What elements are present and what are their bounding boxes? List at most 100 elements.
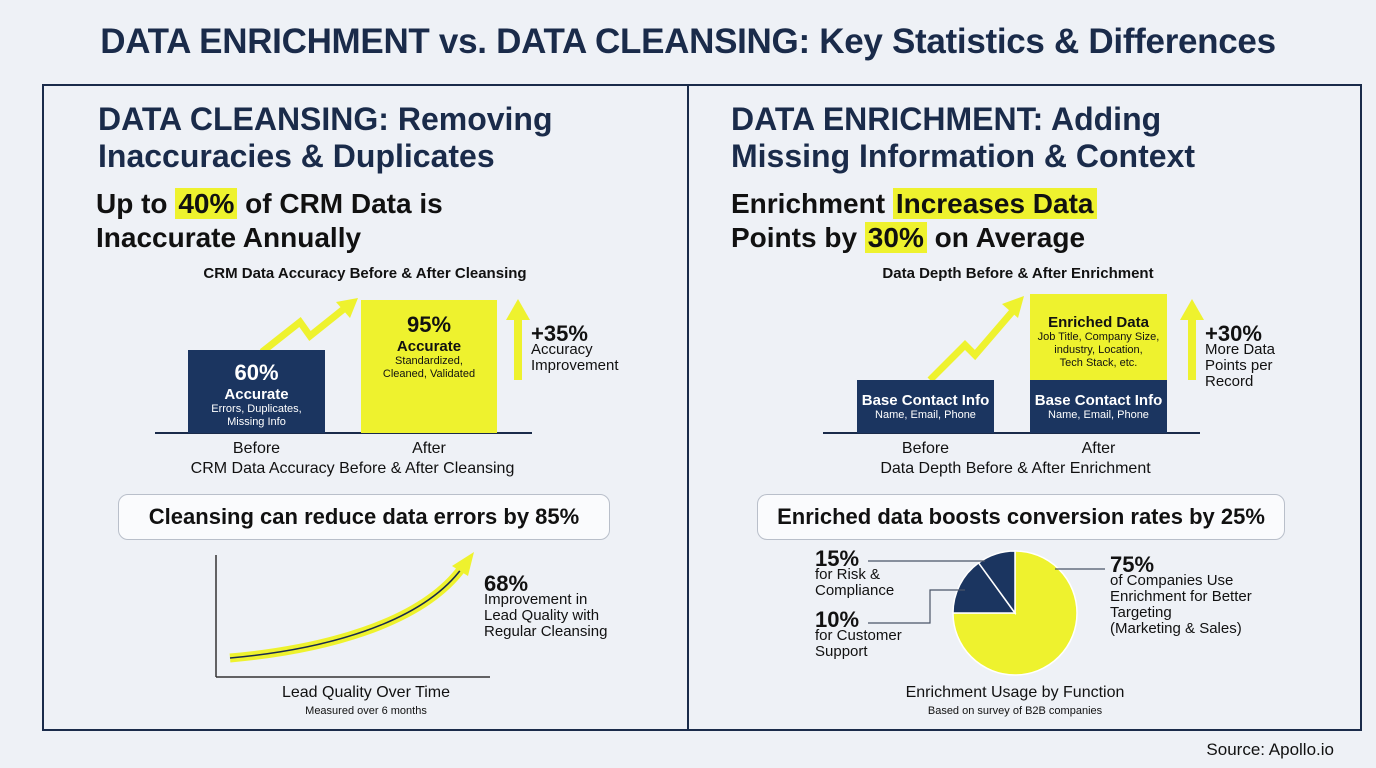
stat-text: Improvement in xyxy=(484,591,588,608)
slice-text: for Risk & xyxy=(815,566,881,583)
slice-text: (Marketing & Sales) xyxy=(1110,620,1242,637)
bar-before-cleansing: 60% Accurate Errors, Duplicates, Missing… xyxy=(188,350,325,433)
chart-title: CRM Data Accuracy Before & After Cleansi… xyxy=(203,265,527,282)
highlight: Increases Data xyxy=(892,188,1097,219)
source-text: Source: Apollo.io xyxy=(1206,740,1334,759)
accuracy-improvement-stat: +35% Accuracy Improvement xyxy=(531,321,619,374)
x-tick-after: After xyxy=(412,440,446,457)
bar-detail: Name, Email, Phone xyxy=(875,409,976,421)
slice-text: Support xyxy=(815,643,868,660)
text: Enrichment xyxy=(731,188,893,219)
slice-text: of Companies Use xyxy=(1110,572,1234,589)
bar-detail: Tech Stack, etc. xyxy=(1059,357,1138,369)
slice-value: 75% xyxy=(1110,552,1155,577)
heading-line: DATA ENRICHMENT: Adding xyxy=(731,101,1162,137)
heading-line: DATA CLEANSING: Removing xyxy=(98,101,553,137)
text: on Average xyxy=(926,222,1086,253)
enrichment-callout: Enriched data boosts conversion rates by… xyxy=(757,494,1285,540)
highlight: 40% xyxy=(175,188,238,219)
up-arrow-shaft-left xyxy=(514,318,522,380)
stat-text: Record xyxy=(1205,373,1254,390)
x-tick-after: After xyxy=(1081,440,1116,457)
slice-text: Targeting xyxy=(1110,604,1172,621)
bar-label: Enriched Data xyxy=(1048,314,1149,331)
cleansing-heading: DATA CLEANSING: Removing Inaccuracies & … xyxy=(98,101,553,175)
line-chart-title: Lead Quality Over Time xyxy=(281,684,451,701)
heading-line: Missing Information & Context xyxy=(731,138,1195,174)
bar-before-enrichment: Base Contact Info Name, Email, Phone xyxy=(857,380,994,433)
bar-after-base-segment: Base Contact Info Name, Email, Phone xyxy=(1030,380,1167,433)
pie-label-10: 10% for Customer Support xyxy=(815,607,902,660)
zigzag-arrow-left xyxy=(259,305,348,355)
trend-line-glow xyxy=(229,565,466,663)
up-arrow-shaft-right xyxy=(1188,318,1196,380)
chart-title: Data Depth Before & After Enrichment xyxy=(882,265,1154,282)
stat-text: Lead Quality with xyxy=(484,607,600,624)
bar-detail: Errors, Duplicates, xyxy=(211,403,302,415)
lead-quality-stat: 68% Improvement in Lead Quality with Reg… xyxy=(484,571,608,640)
chart-caption: Data Depth Before & After Enrichment xyxy=(880,460,1151,477)
highlight: 30% xyxy=(864,222,927,253)
bar-value: 95% xyxy=(406,312,452,337)
text: Up to xyxy=(96,188,176,219)
stat-value: +30% xyxy=(1205,321,1262,346)
trend-line xyxy=(229,567,463,659)
pie-subtitle: Based on survey of B2B companies xyxy=(927,705,1103,717)
panel-divider xyxy=(687,84,689,731)
stat-text: More Data xyxy=(1205,341,1276,358)
stat-value: 68% xyxy=(484,571,529,596)
zigzag-arrow-right xyxy=(927,309,1015,383)
cleansing-callout: Cleansing can reduce data errors by 85% xyxy=(118,494,610,540)
pie-label-15: 15% for Risk & Compliance xyxy=(815,546,895,599)
slice-text: for Customer xyxy=(815,627,902,644)
text: Points by xyxy=(731,222,865,253)
bar-label: Base Contact Info xyxy=(1034,392,1163,409)
x-tick-before: Before xyxy=(232,440,281,457)
bar-detail: Name, Email, Phone xyxy=(1048,409,1149,421)
bar-after-cleansing: 95% Accurate Standardized, Cleaned, Vali… xyxy=(361,300,497,433)
trend-arrowhead xyxy=(452,552,474,576)
pie-chart xyxy=(952,550,1078,676)
pie-slice-10 xyxy=(977,550,1016,616)
up-arrow-head-left xyxy=(506,299,530,320)
bar-label: Accurate xyxy=(224,386,289,403)
bar-value: 60% xyxy=(234,360,279,385)
bar-label: Accurate xyxy=(396,338,462,355)
up-arrow-head-right xyxy=(1180,299,1204,320)
pie-slice-15 xyxy=(952,561,1017,614)
stat-text: Improvement xyxy=(531,357,619,374)
text: Inaccurate Annually xyxy=(96,222,362,253)
text: of CRM Data is xyxy=(237,188,443,219)
zigzag-arrowhead-right xyxy=(1002,296,1024,318)
bar-label: Base Contact Info xyxy=(861,392,990,409)
x-tick-before: Before xyxy=(901,440,950,457)
slice-value: 15% xyxy=(815,546,860,571)
cleansing-subheading: Up to 40% of CRM Data is Inaccurate Annu… xyxy=(96,187,443,255)
bar-detail: Standardized, xyxy=(395,355,463,367)
page-title: DATA ENRICHMENT vs. DATA CLEANSING: Key … xyxy=(100,22,1276,61)
enrichment-subheading: Enrichment Increases Data Points by 30% … xyxy=(731,187,1097,255)
slice-text: Compliance xyxy=(815,582,895,599)
bar-enriched-segment: Enriched Data Job Title, Company Size, i… xyxy=(1030,294,1167,380)
chart-caption: CRM Data Accuracy Before & After Cleansi… xyxy=(190,460,515,477)
zigzag-arrowhead-left xyxy=(336,298,358,318)
pie-label-75: 75% of Companies Use Enrichment for Bett… xyxy=(1110,552,1252,637)
bar-detail: Job Title, Company Size, xyxy=(1037,331,1160,343)
content-frame xyxy=(42,84,1362,731)
stat-text: Regular Cleansing xyxy=(484,623,608,640)
data-points-stat: +30% More Data Points per Record xyxy=(1205,321,1276,390)
pie-title: Enrichment Usage by Function xyxy=(905,684,1125,701)
stat-text: Accuracy xyxy=(531,341,593,358)
stat-text: Points per xyxy=(1205,357,1273,374)
slice-value: 10% xyxy=(815,607,860,632)
leader-10 xyxy=(868,589,965,624)
bar-detail: Cleaned, Validated xyxy=(382,368,476,380)
slice-text: Enrichment for Better xyxy=(1110,588,1252,605)
bar-detail: Missing Info xyxy=(227,416,286,428)
stat-value: +35% xyxy=(531,321,588,346)
bar-detail: industry, Location, xyxy=(1054,344,1143,356)
heading-line: Inaccuracies & Duplicates xyxy=(98,138,495,174)
line-chart-subtitle: Measured over 6 months xyxy=(305,705,427,717)
enrichment-heading: DATA ENRICHMENT: Adding Missing Informat… xyxy=(731,101,1195,175)
